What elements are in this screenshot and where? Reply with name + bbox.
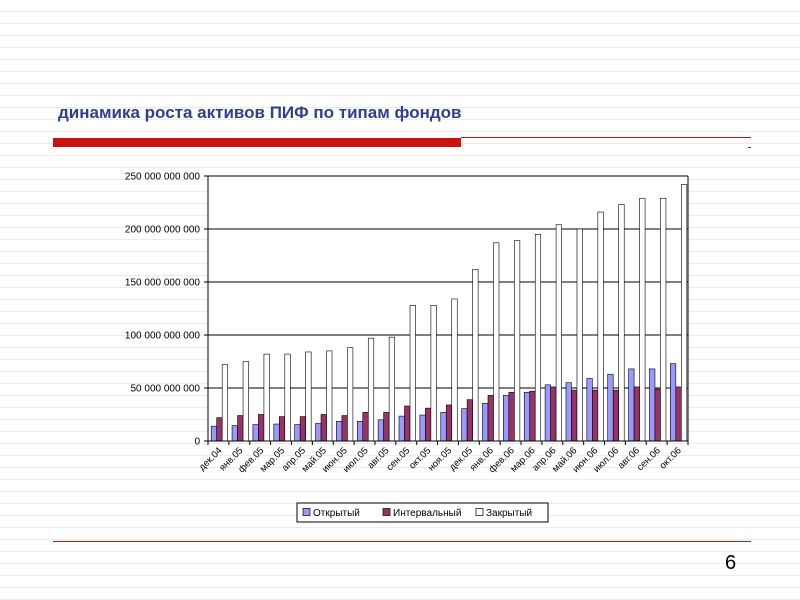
bar	[425, 407, 432, 442]
bar	[315, 423, 322, 442]
bar	[472, 268, 479, 442]
bar	[231, 425, 238, 442]
bar	[514, 240, 521, 442]
y-tick-label: 50 000 000 000	[130, 384, 200, 395]
bar	[242, 361, 249, 442]
bar	[294, 424, 301, 442]
chart-legend: Открытый Интервальный Закрытый	[296, 502, 549, 523]
bar	[654, 388, 661, 442]
bar	[523, 391, 531, 442]
bar	[451, 298, 458, 442]
bar	[534, 234, 542, 442]
bar	[278, 416, 286, 442]
x-tick-label: ноя.05	[426, 445, 454, 473]
bar	[398, 415, 405, 442]
y-tick-label: 0	[194, 437, 200, 448]
y-axis-ticks: 0 50 000 000 000 100 000 000 000 150 000 00…	[125, 172, 208, 448]
bar	[367, 337, 375, 442]
legend-label: Интервальный	[393, 508, 461, 519]
bar	[305, 351, 312, 442]
bar	[565, 382, 572, 442]
bar	[529, 390, 536, 442]
x-tick-label: окт.06	[657, 445, 683, 471]
bar	[284, 353, 291, 442]
bar	[341, 415, 348, 442]
bar	[639, 197, 646, 442]
bar	[628, 368, 635, 442]
legend-label: Закрытый	[486, 508, 532, 519]
bar	[660, 197, 667, 442]
legend-swatch	[382, 508, 391, 516]
bar	[461, 408, 468, 442]
bar	[326, 350, 333, 442]
bar	[336, 421, 343, 442]
title-underline-mark	[748, 147, 751, 148]
bar	[670, 363, 677, 442]
bar	[487, 395, 494, 442]
x-tick-label: сен.05	[384, 445, 412, 473]
bar	[440, 412, 447, 442]
chart-axes	[207, 175, 689, 442]
bar	[633, 386, 640, 442]
title-underline-thin	[461, 137, 751, 138]
bar	[216, 417, 223, 442]
bar	[649, 368, 656, 442]
bar	[221, 364, 228, 442]
bar	[555, 224, 562, 442]
bar	[571, 389, 578, 442]
bar	[681, 184, 688, 442]
bar	[362, 412, 369, 442]
footer-divider	[53, 541, 751, 542]
bar	[430, 305, 437, 442]
bar	[388, 336, 395, 442]
x-axis-ticks: дек.04янв.05фев.05мар.05апр.05май.05июн.…	[197, 441, 689, 475]
y-tick-label: 100 000 000 000	[125, 331, 201, 342]
bar	[377, 419, 384, 442]
bar	[258, 414, 265, 442]
bar	[493, 242, 500, 442]
y-tick-label: 150 000 000 000	[125, 278, 201, 289]
bar	[409, 305, 416, 442]
page-number: 6	[725, 552, 737, 574]
bar	[607, 373, 614, 442]
legend-swatch	[302, 508, 311, 516]
bar	[320, 414, 327, 442]
legend-box	[296, 502, 549, 523]
bar	[252, 424, 259, 442]
bar	[675, 386, 682, 442]
legend-swatch	[475, 508, 484, 516]
bar	[383, 412, 390, 442]
bar	[466, 399, 473, 442]
bar	[347, 347, 354, 442]
legend-label: Открытый	[313, 508, 360, 519]
bar	[419, 414, 426, 442]
bar	[618, 204, 625, 442]
bar	[550, 386, 557, 442]
bar	[576, 228, 583, 442]
bar	[482, 403, 489, 442]
bar	[237, 415, 244, 442]
y-tick-label: 200 000 000 000	[125, 225, 201, 236]
title-underline-thick	[53, 138, 461, 147]
bar	[508, 391, 515, 442]
bar	[299, 416, 306, 442]
bar	[612, 389, 620, 442]
bar	[210, 425, 217, 442]
bar	[273, 423, 280, 442]
slide-title: динамика роста активов ПИФ по типам фонд…	[58, 103, 462, 122]
bar	[586, 378, 593, 442]
bar	[503, 395, 510, 442]
y-tick-label: 250 000 000 000	[125, 172, 201, 183]
bar	[263, 353, 270, 442]
bar	[544, 384, 551, 442]
bar	[592, 389, 599, 442]
bar	[597, 211, 604, 442]
bar	[445, 404, 453, 442]
x-tick-label: сен.06	[635, 445, 663, 473]
bar	[404, 405, 411, 442]
bar	[356, 421, 364, 442]
